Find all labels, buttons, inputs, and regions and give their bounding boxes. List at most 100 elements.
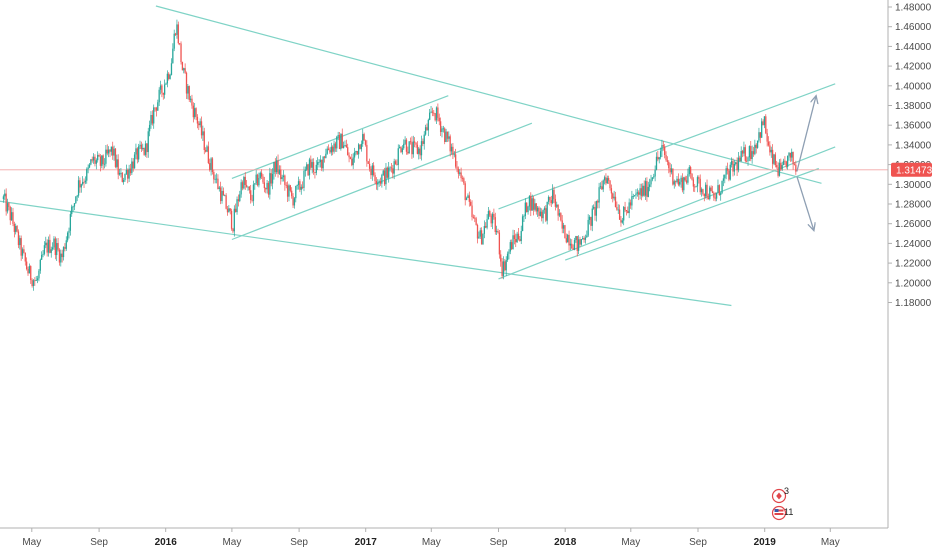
ca-flag-marker[interactable]: 3 [771, 486, 790, 504]
candle [199, 118, 201, 128]
candle [718, 184, 720, 196]
candle [4, 189, 6, 201]
candle [131, 157, 133, 175]
candle [650, 174, 652, 188]
trendline-long-down-upper[interactable] [155, 5, 822, 184]
candle [114, 147, 117, 169]
candle [449, 134, 451, 157]
candle [213, 169, 215, 184]
candle [224, 194, 226, 197]
candle [36, 275, 39, 284]
candle [68, 227, 70, 239]
candle [284, 174, 286, 191]
candle [758, 127, 760, 143]
candle [698, 175, 700, 184]
candle [702, 188, 704, 196]
candle [51, 242, 54, 251]
candle [501, 257, 503, 279]
candle [467, 193, 469, 199]
candle [508, 249, 510, 260]
candle [13, 221, 15, 238]
candle [194, 103, 196, 120]
candle [725, 165, 727, 180]
x-axis[interactable]: May Sep 2016 May Sep 2017 May Sep 2018 May Sep 2019… [0, 527, 888, 548]
candle [379, 177, 382, 186]
trendline-long-down-lower[interactable] [0, 200, 732, 307]
candle [177, 21, 179, 45]
candle [368, 158, 371, 172]
candle [370, 166, 372, 179]
candle [136, 147, 138, 164]
candle [28, 263, 31, 274]
candle [276, 156, 278, 175]
candle [64, 243, 66, 252]
candle [681, 173, 684, 193]
candle [120, 168, 122, 178]
candle [696, 175, 699, 193]
projection-arrow-up[interactable] [796, 96, 816, 172]
us-event-count: 11 [784, 507, 793, 517]
y-tick-label: 1.34000 [895, 140, 932, 151]
candle [672, 168, 674, 186]
candle [776, 160, 778, 169]
candle [528, 195, 531, 211]
candle [170, 58, 173, 76]
candle [39, 258, 41, 274]
candle [791, 148, 793, 162]
candle [498, 230, 501, 259]
candle [770, 146, 772, 158]
candle [599, 182, 602, 190]
x-tick-label: Sep [490, 537, 508, 548]
candle [356, 150, 358, 155]
candle [714, 192, 716, 202]
candle [591, 205, 593, 232]
candle [468, 191, 470, 207]
y-axis[interactable]: 1.48000 1.46000 1.44000 1.42000 1.40000 1.380… [887, 0, 932, 528]
candle [46, 239, 48, 257]
candle [504, 258, 506, 272]
candle [191, 94, 193, 109]
projection-arrow-down[interactable] [796, 176, 814, 230]
candle [385, 162, 387, 190]
candle [485, 222, 487, 229]
candle [5, 188, 7, 216]
candle [795, 160, 797, 175]
candle [750, 140, 752, 162]
candle [139, 140, 141, 150]
candle [248, 185, 250, 194]
candle [687, 168, 689, 185]
candle [270, 169, 272, 187]
x-tick-label: May [22, 537, 41, 548]
candle [480, 227, 483, 245]
event-markers-layer[interactable]: 3 11 [771, 486, 794, 521]
trendline-channel-2018-upper[interactable] [498, 83, 836, 210]
candle [416, 141, 419, 155]
candle [486, 214, 488, 230]
candle [679, 178, 681, 187]
candle [609, 180, 611, 191]
candle [161, 84, 163, 98]
candle [326, 146, 328, 155]
candle [430, 106, 432, 114]
candle [556, 201, 558, 209]
candle [206, 144, 208, 153]
candle [54, 236, 56, 260]
candle [121, 171, 123, 183]
candle [539, 207, 541, 217]
candle [278, 165, 281, 176]
candle [664, 144, 666, 159]
candle [101, 155, 103, 169]
candle [694, 183, 696, 193]
trendline-channel-2018-inner[interactable] [564, 167, 820, 261]
candle [703, 193, 705, 202]
candle [524, 198, 526, 220]
candle [439, 117, 442, 136]
candle [684, 175, 686, 182]
candle [460, 167, 462, 182]
candle [176, 19, 178, 39]
candle [323, 155, 326, 163]
candle [280, 165, 282, 185]
us-flag-marker[interactable]: 11 [771, 505, 794, 521]
candle [45, 236, 47, 249]
candle [592, 204, 595, 210]
